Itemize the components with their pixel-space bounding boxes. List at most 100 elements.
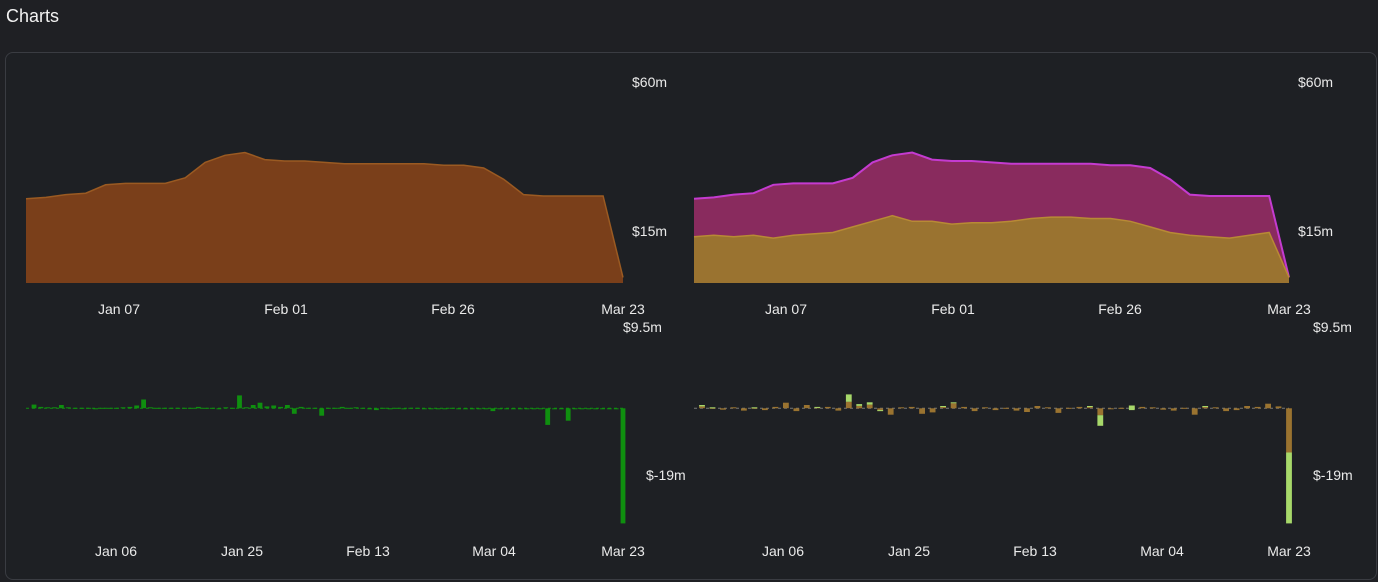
stacked-flow-bar-a bbox=[1118, 407, 1125, 409]
stacked-xtick-label: Feb 01 bbox=[931, 301, 975, 317]
stacked-flow-bar-a bbox=[877, 408, 884, 412]
flow-bar bbox=[387, 408, 393, 410]
flow-bar bbox=[524, 408, 530, 410]
stacked-xtick-label: Jan 07 bbox=[765, 301, 807, 317]
stacked-flow-bar-a bbox=[1045, 407, 1051, 409]
tvl-area-line bbox=[25, 151, 624, 278]
flow-bar bbox=[552, 408, 557, 410]
flow-bar bbox=[374, 408, 379, 411]
flow-bar bbox=[120, 407, 126, 409]
flow-bar bbox=[196, 406, 201, 409]
flow-bar bbox=[264, 406, 270, 409]
flow-bar bbox=[161, 407, 167, 409]
flow-bar bbox=[449, 407, 455, 409]
stacked-ytick-label: $60m bbox=[1298, 74, 1333, 90]
tvl-ytick-label: $15m bbox=[632, 223, 667, 239]
flow-xtick-label: Jan 06 bbox=[95, 543, 137, 559]
stacked-flow-bar-a bbox=[1254, 406, 1261, 409]
stacked-flow-bar-b bbox=[1202, 406, 1209, 407]
stacked-area-total-line bbox=[693, 151, 1290, 278]
flow-bar bbox=[463, 408, 468, 410]
flow-bar bbox=[490, 408, 496, 412]
tvl-xtick-label: Mar 23 bbox=[601, 301, 645, 317]
flow-bar bbox=[394, 407, 400, 409]
flow-bar bbox=[339, 406, 345, 409]
stacked-flow-bar-a bbox=[919, 408, 925, 414]
stacked-xtick-label: Feb 26 bbox=[1098, 301, 1142, 317]
flow-bar bbox=[312, 407, 318, 409]
stacked-flow-bar-a bbox=[1024, 408, 1030, 412]
flow-bar bbox=[113, 407, 119, 409]
stacked-flow-bar-b bbox=[877, 410, 884, 412]
stacked-flow-bar-a bbox=[1107, 408, 1114, 410]
stacked-flow-bar-a bbox=[835, 408, 842, 411]
stacked-flow-bar-a bbox=[1170, 408, 1177, 411]
flow-bar bbox=[408, 407, 414, 409]
stacked-flow-bar-a bbox=[1244, 406, 1250, 409]
flow-bar bbox=[79, 407, 85, 409]
page-title: Charts bbox=[6, 6, 60, 26]
flow-bar bbox=[298, 406, 304, 409]
stacked-flow-bar-a bbox=[856, 406, 863, 409]
flow-bar bbox=[237, 395, 242, 409]
flow-bar bbox=[380, 407, 386, 409]
flow-bar bbox=[360, 407, 366, 409]
stacked-flow-bar-a bbox=[741, 408, 747, 411]
stacked-flow-xtick-label: Mar 04 bbox=[1140, 543, 1184, 559]
flow-bar bbox=[291, 408, 297, 414]
flow-bar bbox=[243, 407, 249, 409]
flow-bar bbox=[148, 407, 153, 409]
stacked-flow-bar-b bbox=[856, 404, 863, 406]
stacked-flow-bar-a bbox=[1076, 406, 1083, 409]
flow-bar bbox=[586, 408, 592, 410]
flow-bar bbox=[223, 407, 229, 409]
flow-bar bbox=[559, 408, 564, 410]
flow-bar bbox=[72, 407, 78, 409]
stacked-flow-bar-a bbox=[730, 407, 737, 409]
flow-bar bbox=[59, 405, 64, 409]
flow-bar bbox=[401, 408, 407, 410]
flow-bar bbox=[353, 407, 359, 409]
flow-bar bbox=[483, 408, 489, 410]
flow-bar bbox=[250, 405, 256, 409]
stacked-flow-bar-a bbox=[803, 405, 810, 409]
stacked-area-part-fill bbox=[694, 215, 1289, 283]
stacked-flow-xtick-label: Jan 25 bbox=[888, 543, 930, 559]
charts-svg: $60m $15m $60m $15m Jan 07 Feb 01 Feb 26 Mar 23… bbox=[25, 74, 1353, 559]
flow-bar bbox=[333, 407, 338, 409]
flow-bar bbox=[572, 408, 578, 410]
flow-bar bbox=[209, 407, 215, 409]
stacked-flow-bar-a bbox=[898, 407, 905, 409]
stacked-flow-xtick-label: Jan 06 bbox=[762, 543, 804, 559]
stacked-flow-bar-b bbox=[950, 402, 957, 404]
stacked-flow-bar-b bbox=[1128, 405, 1135, 411]
stacked-flow-bar-b bbox=[751, 407, 758, 409]
flow-bar bbox=[134, 405, 140, 409]
flow-bar bbox=[285, 405, 290, 409]
stacked-flow-bar-a bbox=[940, 406, 946, 409]
stacked-flow-xtick-label: Mar 23 bbox=[1267, 543, 1311, 559]
flow-bar bbox=[168, 407, 174, 409]
flow-bar bbox=[127, 406, 133, 409]
flow-bar bbox=[504, 408, 509, 410]
stacked-flow-bar-a bbox=[1202, 406, 1209, 409]
flow-bar bbox=[216, 408, 222, 410]
flow-bar bbox=[141, 399, 146, 409]
flow-bar bbox=[565, 408, 571, 421]
stacked-flow-bar-a bbox=[971, 408, 978, 412]
stacked-flow-ytick-label: $-19m bbox=[1313, 467, 1353, 483]
stacked-flow-bar-a bbox=[772, 406, 779, 409]
flow-ytick-label: $-19m bbox=[646, 467, 686, 483]
flow-bar bbox=[456, 408, 461, 410]
stacked-flow-bar-a bbox=[1265, 403, 1271, 409]
flow-xtick-label: Mar 04 bbox=[472, 543, 516, 559]
stacked-flow-bar-b bbox=[814, 406, 821, 408]
flow-bar bbox=[538, 408, 544, 410]
flow-bar bbox=[305, 407, 311, 409]
flow-bar bbox=[230, 407, 235, 409]
flow-bar bbox=[620, 408, 626, 524]
stacked-xtick-label: Mar 23 bbox=[1267, 301, 1311, 317]
stacked-flow-bar-b bbox=[845, 394, 852, 402]
stacked-flow-bar-b bbox=[1286, 452, 1292, 524]
stacked-flow-bar-a bbox=[950, 403, 957, 409]
